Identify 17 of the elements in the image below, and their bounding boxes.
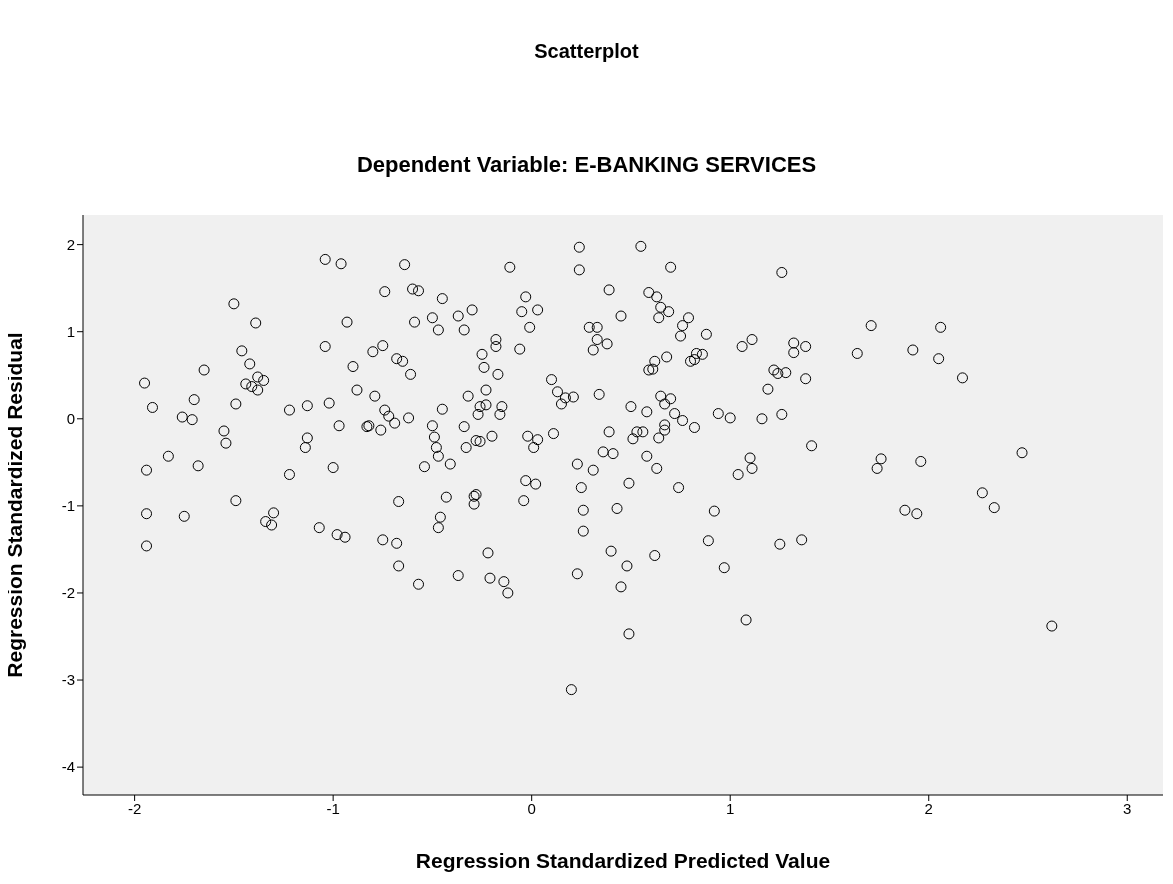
y-tick-label: 1 [66,323,75,341]
x-axis-title: Regression Standardized Predicted Value [415,849,831,872]
y-tick-label: -4 [61,758,75,776]
x-tick-label: 2 [924,799,933,817]
x-tick-label: 0 [527,799,536,817]
x-tick-label: 1 [726,799,735,817]
y-tick-label: 2 [66,235,75,253]
x-tick-label: 3 [1123,799,1132,817]
x-tick-label: -2 [127,799,142,817]
chart-title: Scatterplot [533,40,640,63]
y-tick-label: -1 [61,497,75,515]
y-tick-label: 0 [66,410,75,428]
y-tick-label: -3 [61,671,75,689]
chart-subtitle: Dependent Variable: E-BANKING SERVICES [355,152,818,178]
y-tick-label: -2 [61,584,75,602]
y-axis-title: Regression Standardized Residual [3,332,27,678]
x-tick-label: -1 [326,799,340,817]
